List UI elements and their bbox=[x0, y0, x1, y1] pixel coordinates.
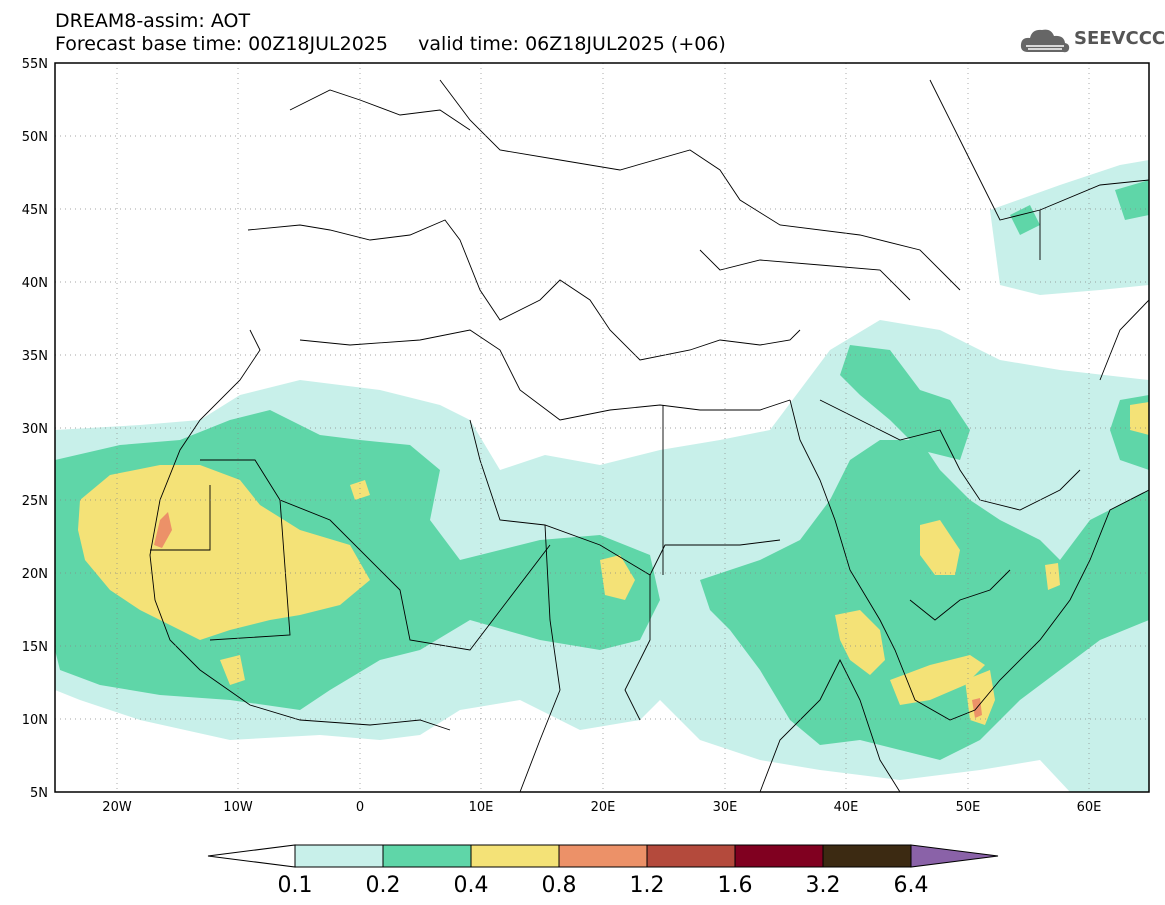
colorbar-label: 0.4 bbox=[454, 873, 489, 898]
lat-label: 5N bbox=[30, 786, 48, 801]
colorbar-swatch bbox=[382, 844, 472, 868]
colorbar-label: 3.2 bbox=[806, 873, 841, 898]
map-frame bbox=[54, 62, 1150, 793]
lon-label: 50E bbox=[956, 800, 981, 815]
aot-band-0.4 bbox=[78, 402, 1149, 725]
forecast-time-line: Forecast base time: 00Z18JUL2025 valid t… bbox=[55, 33, 726, 55]
lat-label: 10N bbox=[22, 713, 48, 728]
lon-label: 20E bbox=[591, 800, 616, 815]
colorbar-swatch bbox=[646, 844, 736, 868]
lon-label: 30E bbox=[713, 800, 738, 815]
lat-label: 30N bbox=[22, 422, 48, 437]
lon-label: 10E bbox=[469, 800, 494, 815]
colorbar-label: 1.2 bbox=[630, 873, 665, 898]
colorbar-swatch bbox=[470, 844, 560, 868]
colorbar-swatch bbox=[558, 844, 648, 868]
colorbar-label: 0.8 bbox=[542, 873, 577, 898]
logo-text: SEEVCCC bbox=[1074, 28, 1165, 49]
lat-label: 40N bbox=[22, 276, 48, 291]
aot-fields bbox=[55, 160, 1149, 792]
colorbar-label: 6.4 bbox=[894, 873, 929, 898]
colorbar-high-arrow bbox=[910, 844, 999, 868]
seevccc-logo: SEEVCCC bbox=[1018, 24, 1165, 58]
lat-label: 45N bbox=[22, 203, 48, 218]
lat-label: 25N bbox=[22, 494, 48, 509]
colorbar-label: 1.6 bbox=[718, 873, 753, 898]
colorbar-swatch bbox=[294, 844, 384, 868]
lat-label: 35N bbox=[22, 349, 48, 364]
map-title: DREAM8-assim: AOT bbox=[55, 10, 251, 32]
lat-label: 15N bbox=[22, 640, 48, 655]
lat-label: 20N bbox=[22, 567, 48, 582]
colorbar-low-arrow bbox=[207, 844, 296, 868]
colorbar-swatch bbox=[734, 844, 824, 868]
lat-label: 55N bbox=[22, 57, 48, 72]
longitude-axis: 20W 10W 0 10E 20E 30E 40E 50E 60E bbox=[102, 800, 1101, 815]
latitude-axis: 55N 50N 45N 40N 35N 30N 25N 20N 15N 10N … bbox=[22, 57, 48, 801]
lon-label: 40E bbox=[834, 800, 859, 815]
colorbar: 0.1 0.2 0.4 0.8 1.2 1.6 3.2 6.4 bbox=[207, 844, 999, 898]
map-borders bbox=[149, 79, 1149, 792]
cloud-icon bbox=[1020, 29, 1070, 53]
lon-label: 20W bbox=[102, 800, 132, 815]
lon-label: 60E bbox=[1077, 800, 1102, 815]
lat-label: 50N bbox=[22, 130, 48, 145]
colorbar-label: 0.1 bbox=[278, 873, 313, 898]
colorbar-label: 0.2 bbox=[366, 873, 401, 898]
lon-label: 10W bbox=[223, 800, 253, 815]
colorbar-swatch bbox=[822, 844, 912, 868]
lon-label: 0 bbox=[356, 800, 364, 815]
